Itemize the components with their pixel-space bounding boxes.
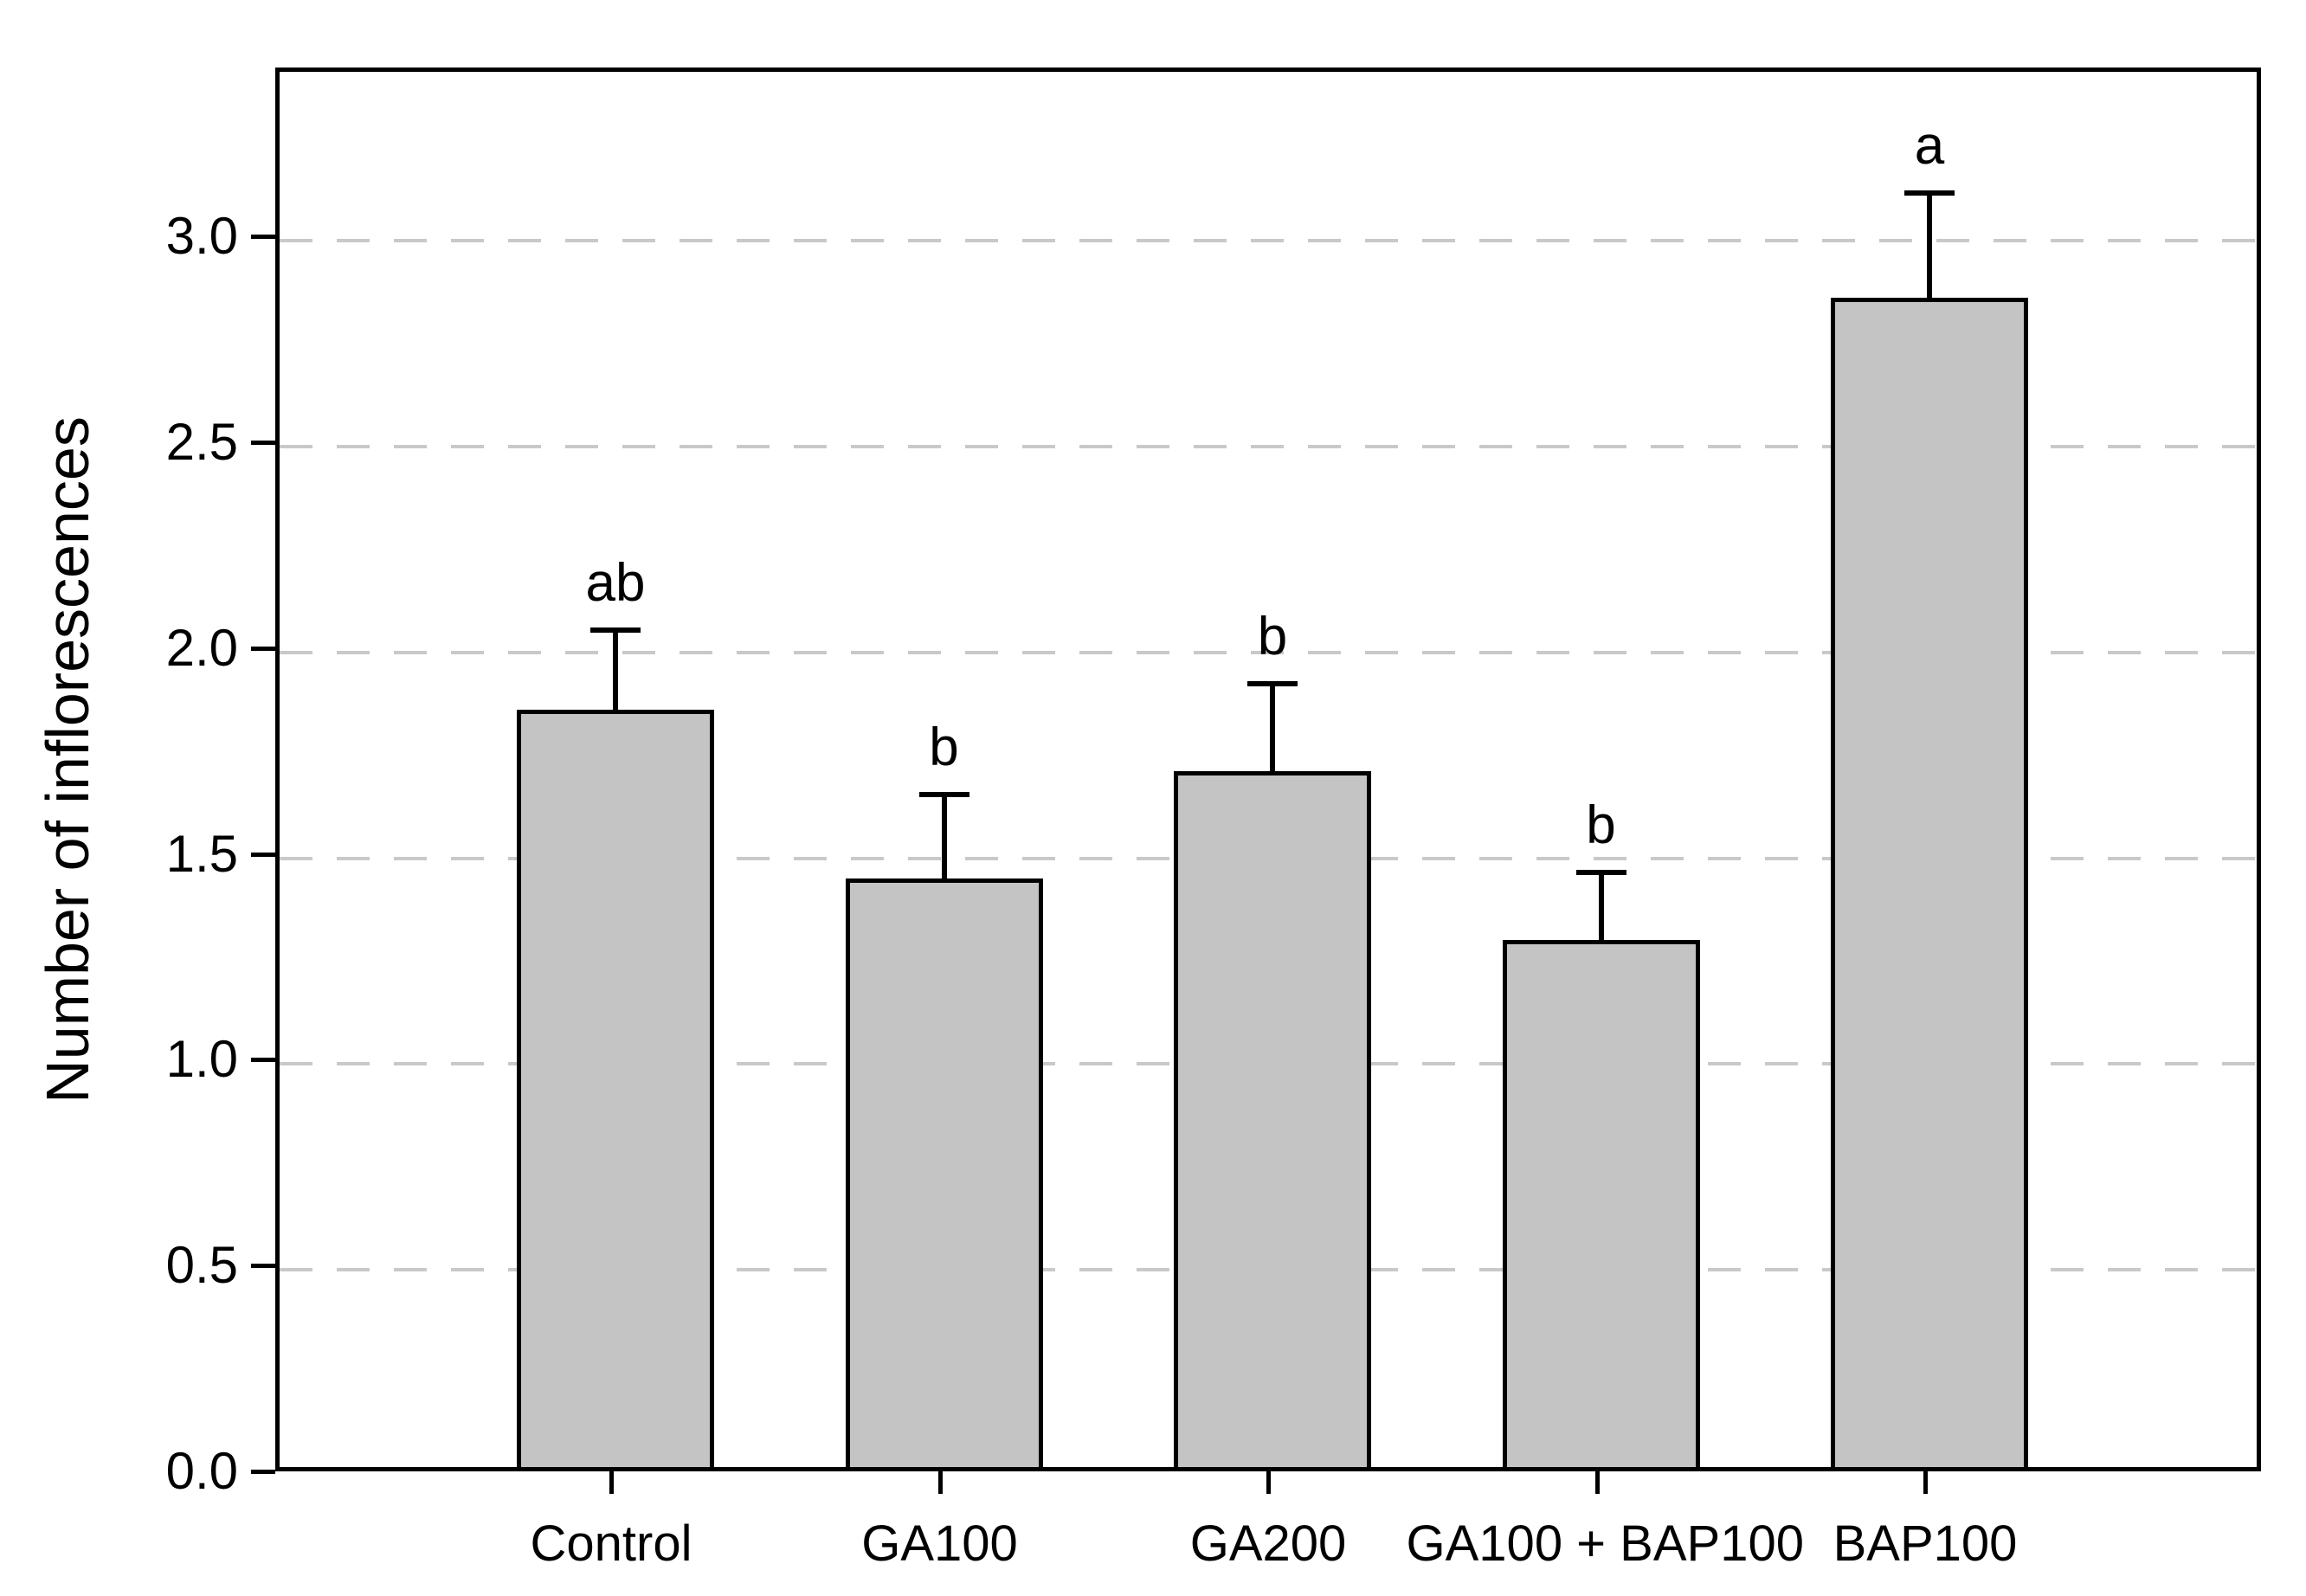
y-tick-label-2.0: 2.0	[165, 618, 238, 677]
y-tick-1.5	[251, 852, 275, 857]
y-tick-label-1.5: 1.5	[165, 824, 238, 883]
error-bar-cap-GA200	[1247, 680, 1298, 686]
error-bar-cap-GA100	[918, 791, 969, 797]
error-bar-GA200	[1270, 680, 1275, 772]
sig-letter-Control: ab	[585, 552, 646, 613]
y-tick-0.5	[251, 1264, 275, 1269]
x-tick-Control	[609, 1471, 614, 1494]
y-tick-label-1.0: 1.0	[165, 1030, 238, 1089]
y-tick-1.0	[251, 1058, 275, 1063]
bar-BAP100	[1831, 298, 2028, 1467]
y-tick-label-0.5: 0.5	[165, 1236, 238, 1295]
sig-letter-GA200: b	[1257, 606, 1288, 666]
x-tick-GA100	[937, 1471, 943, 1494]
bar-GA100	[845, 878, 1043, 1467]
bar-GA100 + BAP100	[1502, 940, 1700, 1467]
x-tick-GA100 + BAP100	[1594, 1471, 1600, 1494]
gridline-2.0	[280, 650, 2257, 654]
sig-letter-BAP100: a	[1914, 116, 1945, 177]
error-bar-cap-Control	[590, 627, 641, 633]
y-tick-0.0	[251, 1470, 275, 1474]
y-tick-2.0	[251, 646, 275, 651]
error-bar-Control	[613, 627, 618, 710]
x-tick-label-BAP100: BAP100	[1833, 1516, 2018, 1572]
error-bar-GA100 + BAP100	[1598, 870, 1604, 941]
x-tick-label-GA200: GA200	[1189, 1516, 1347, 1572]
y-tick-label-0.0: 0.0	[165, 1442, 238, 1500]
error-bar-cap-GA100 + BAP100	[1575, 870, 1626, 876]
gridline-3.0	[280, 239, 2257, 243]
x-tick-BAP100	[1923, 1471, 1928, 1494]
x-tick-label-Control: Control	[530, 1516, 692, 1572]
error-bar-cap-BAP100	[1904, 190, 1955, 196]
bar-Control	[517, 709, 714, 1467]
y-tick-3.0	[251, 235, 275, 240]
y-tick-2.5	[251, 440, 275, 445]
error-bar-BAP100	[1927, 190, 1932, 299]
gridline-2.5	[280, 444, 2257, 448]
bar-GA200	[1174, 771, 1371, 1467]
sig-letter-GA100: b	[929, 717, 959, 777]
error-bar-GA100	[941, 791, 947, 878]
y-tick-label-2.5: 2.5	[165, 412, 238, 471]
x-tick-label-GA100: GA100	[861, 1516, 1018, 1572]
x-tick-label-GA100 + BAP100: GA100 + BAP100	[1406, 1516, 1805, 1572]
plot-area: ab b b b a	[275, 68, 2261, 1471]
sig-letter-GA100 + BAP100: b	[1586, 795, 1616, 856]
x-tick-GA200	[1266, 1471, 1271, 1494]
y-tick-label-3.0: 3.0	[165, 207, 238, 266]
